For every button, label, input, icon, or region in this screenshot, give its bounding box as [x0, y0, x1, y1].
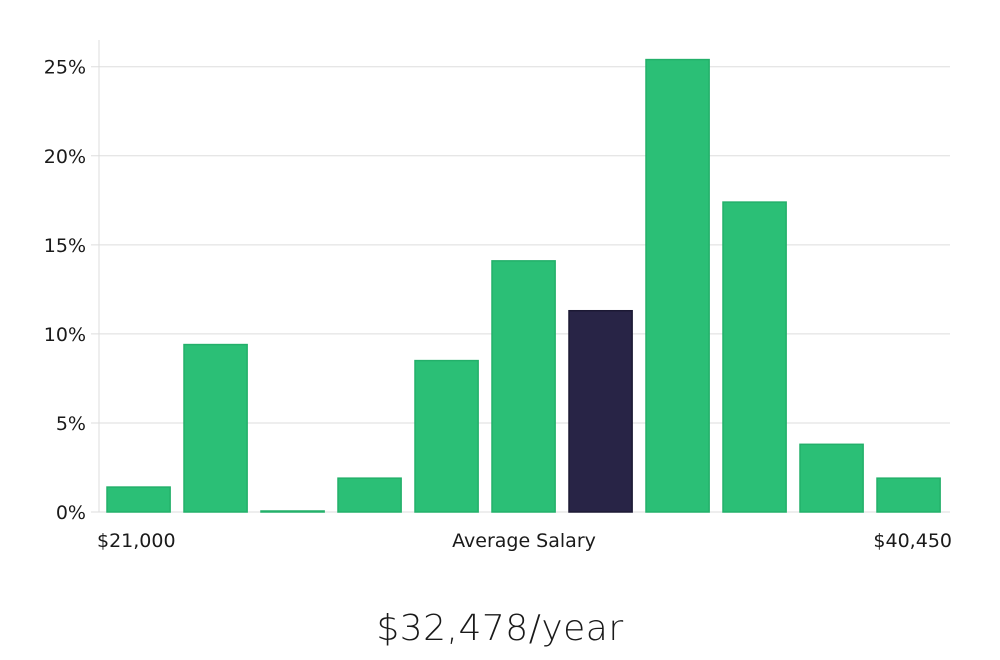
- bar: [722, 201, 787, 513]
- y-tick-label: 15%: [44, 235, 86, 257]
- y-tick-label: 25%: [44, 57, 86, 79]
- bar: [491, 260, 556, 513]
- bar-chart-svg: 0%5%10%15%20%25% $21,000 Average Salary …: [44, 40, 952, 552]
- x-label-center: Average Salary: [452, 530, 596, 552]
- bar: [876, 477, 941, 513]
- bar: [645, 58, 710, 513]
- bar: [414, 359, 479, 513]
- bar: [799, 443, 864, 513]
- y-tick-label: 20%: [44, 146, 86, 168]
- bars: [106, 58, 941, 513]
- y-tick-label: 5%: [56, 413, 86, 435]
- bar: [106, 486, 171, 513]
- average-salary-value: $32,478/year: [376, 608, 624, 649]
- bar: [183, 343, 248, 513]
- x-label-min: $21,000: [97, 530, 176, 552]
- bar-highlighted: [568, 309, 633, 513]
- bar: [337, 477, 402, 513]
- bar: [260, 510, 325, 513]
- y-tick-label: 0%: [56, 502, 86, 524]
- y-tick-label: 10%: [44, 324, 86, 346]
- y-axis-ticks: 0% 5% 10% 15% 20% 25%: [44, 57, 86, 524]
- x-label-max: $40,450: [873, 530, 952, 552]
